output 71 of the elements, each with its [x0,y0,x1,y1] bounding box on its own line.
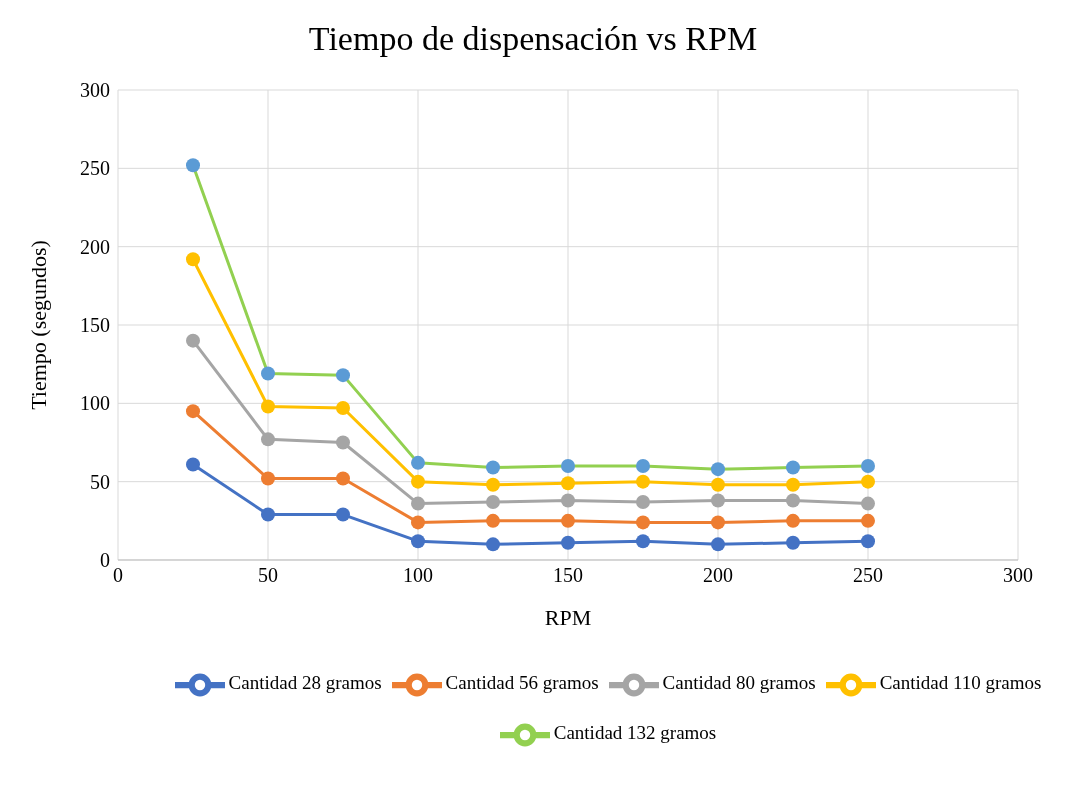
x-tick-label: 150 [553,564,583,587]
point [336,471,350,486]
point [411,534,425,549]
y-tick-label: 200 [80,235,110,258]
point [861,534,875,549]
point [486,460,500,475]
point [711,477,725,492]
point [411,455,425,470]
point [786,513,800,528]
point [486,495,500,510]
legend-label: Cantidad 80 gramos [662,672,816,694]
point [186,457,200,472]
y-tick-label: 300 [80,79,110,102]
point [561,535,575,550]
point [861,459,875,473]
point [786,535,800,550]
y-tick-label: 150 [80,314,110,337]
point [561,493,575,508]
legend-label: Cantidad 56 gramos [445,672,599,694]
point [711,537,725,552]
point [561,476,575,491]
point [186,158,200,173]
point [711,462,725,477]
point [336,507,350,522]
point [411,474,425,489]
point [486,537,500,552]
point [636,459,650,473]
point [411,496,425,511]
chart-title: Tiempo de dispensación vs RPM [307,19,759,59]
y-tick-label: 250 [80,157,110,180]
point [861,496,875,511]
point [636,495,650,510]
point [786,477,800,492]
point [636,515,650,530]
legend-label: Cantidad 132 gramos [553,722,717,744]
y-tick-label: 0 [100,549,110,572]
point [336,435,350,450]
point [561,459,575,473]
point [261,399,275,414]
y-tick-label: 100 [80,392,110,415]
x-tick-label: 300 [1003,564,1033,587]
legend-label: Cantidad 110 gramos [879,672,1042,694]
point [636,534,650,549]
point [786,460,800,475]
point [861,513,875,528]
x-axis-title: RPM [544,605,592,630]
y-tick-label: 50 [90,470,110,493]
x-tick-label: 200 [703,564,733,587]
point [411,515,425,530]
x-tick-label: 250 [853,564,883,587]
point [336,401,350,416]
legend-label: Cantidad 28 gramos [228,672,382,694]
point [261,471,275,486]
point [711,493,725,508]
point [861,474,875,489]
point [486,513,500,528]
point [186,404,200,419]
point [486,477,500,492]
point [336,368,350,383]
point [186,333,200,348]
point [261,432,275,447]
point [711,515,725,530]
point [261,507,275,522]
point [786,493,800,508]
point [261,366,275,381]
point [186,252,200,267]
x-tick-label: 50 [258,564,278,587]
y-axis-title: Tiempo (segundos) [25,240,51,410]
x-tick-label: 100 [403,564,433,587]
point [561,513,575,528]
point [636,474,650,489]
